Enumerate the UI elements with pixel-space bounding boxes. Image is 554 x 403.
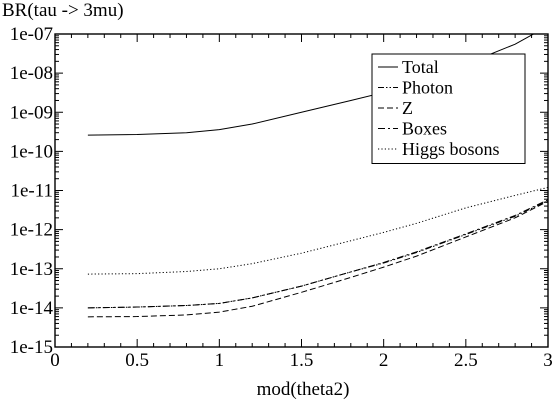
y-tick-label: 1e-13	[10, 259, 53, 280]
x-tick-label: 2.5	[454, 350, 478, 371]
y-tick-label: 1e-11	[10, 181, 53, 202]
y-tick-label: 1e-14	[10, 298, 54, 319]
legend-box	[371, 53, 526, 164]
y-tick-label: 1e-15	[10, 337, 53, 358]
y-tick-label: 1e-12	[10, 220, 53, 241]
x-tick-label: 3	[543, 350, 553, 371]
x-tick-label: 2	[379, 350, 389, 371]
x-tick-label: 1	[215, 350, 225, 371]
chart-title: BR(tau -> 3mu)	[2, 0, 124, 21]
y-tick-label: 1e-08	[10, 63, 53, 84]
x-tick-label: 1.5	[290, 350, 314, 371]
series-line-higgs-bosons	[87, 186, 548, 275]
series-line-boxes	[87, 199, 548, 309]
x-tick-label: 0.5	[125, 350, 149, 371]
y-tick-label: 1e-09	[10, 102, 53, 123]
legend-label: Boxes	[402, 119, 447, 139]
x-tick-label: 0	[50, 350, 60, 371]
legend-label: Z	[402, 98, 413, 118]
series-line-z	[87, 200, 548, 318]
series-line-photon	[87, 200, 548, 309]
x-axis-title: mod(theta2)	[257, 379, 350, 400]
legend-label: Photon	[402, 78, 453, 98]
y-tick-label: 1e-10	[10, 141, 53, 162]
legend-label: Higgs bosons	[402, 139, 500, 159]
legend-label: Total	[402, 57, 439, 77]
axis-ticks: 0 0.5 1 1.5 2 2.5 3 1e-15 1e-14 1e-13 1e-12 1e-11 1e…	[10, 24, 553, 371]
y-tick-label: 1e-07	[10, 24, 53, 45]
